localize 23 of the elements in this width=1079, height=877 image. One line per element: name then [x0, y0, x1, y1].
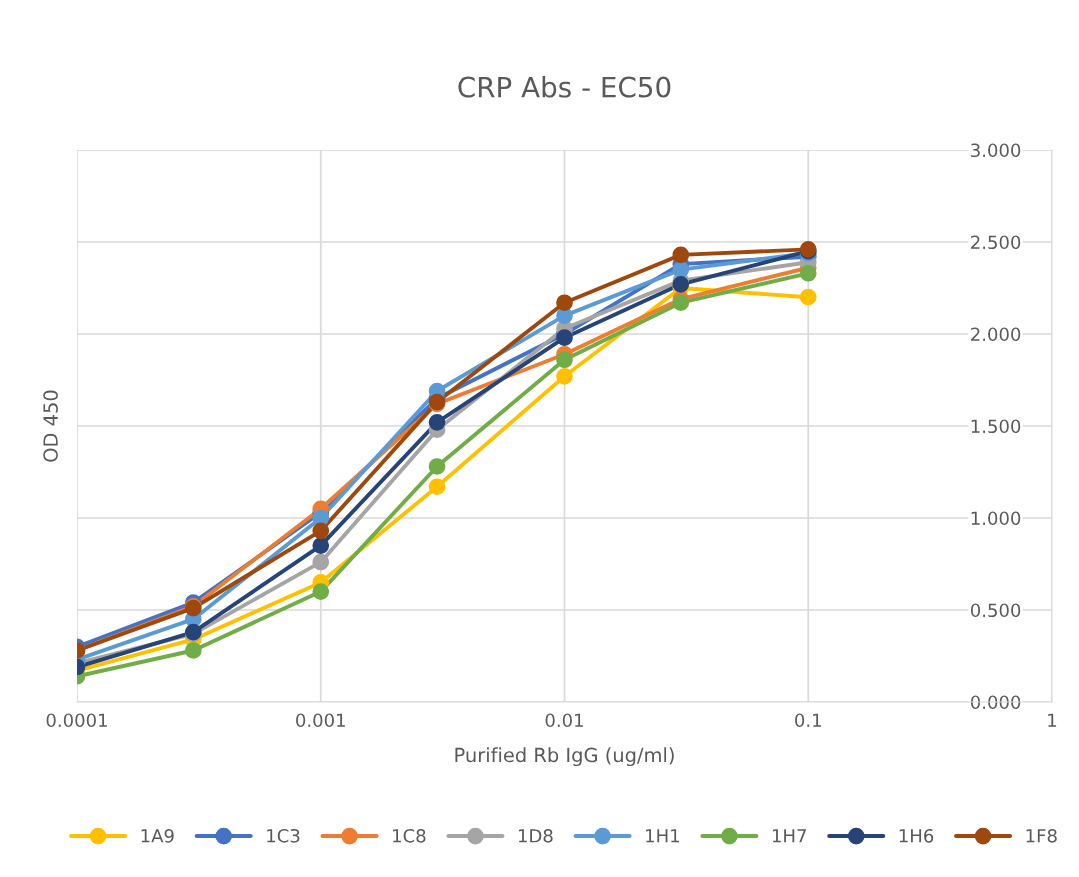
x-tick-label: 0.1	[795, 713, 821, 728]
legend-label: 1D8	[518, 828, 553, 843]
y-tick-label: 2.000	[971, 327, 1021, 342]
y-axis-title: OD 450	[43, 390, 58, 462]
x-tick-label: 0.001	[296, 713, 345, 728]
legend-label: 1A9	[141, 828, 174, 843]
legend-label: 1C3	[267, 828, 300, 843]
x-tick-label: 0.01	[545, 713, 583, 728]
y-tick-label: 2.500	[971, 235, 1021, 250]
legend-label: 1C8	[393, 828, 426, 843]
x-tick-label: 0.0001	[46, 713, 107, 728]
legend-label: 1H1	[646, 829, 679, 843]
x-axis-title: Purified Rb IgG (ug/ml)	[455, 747, 674, 767]
chart-title: CRP Abs - EC50	[458, 76, 671, 98]
y-tick-label: 1.000	[971, 511, 1021, 526]
legend-label: 1H6	[899, 828, 934, 843]
y-tick-label: 0.000	[970, 695, 1021, 710]
x-tick-label: 1	[1048, 713, 1057, 727]
y-tick-label: 3.000	[971, 143, 1021, 158]
y-tick-label: 1.500	[971, 419, 1021, 434]
y-tick-label: 0.500	[970, 603, 1021, 618]
legend-label: 1H7	[772, 829, 806, 843]
legend-label: 1F8	[1026, 828, 1057, 843]
